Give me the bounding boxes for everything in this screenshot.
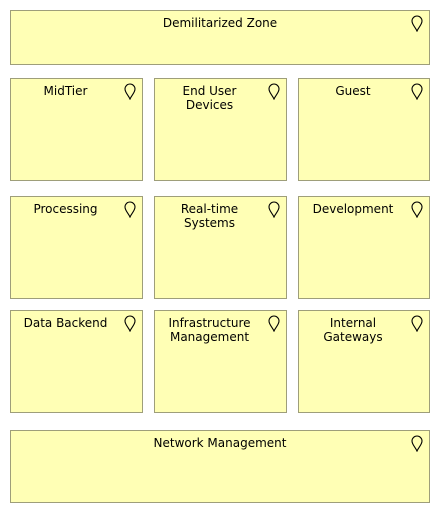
- zone-label: Infrastructure Management: [168, 316, 251, 344]
- zone-label: Guest: [335, 84, 371, 98]
- zone-demilitarized-zone[interactable]: Demilitarized Zone: [10, 10, 430, 65]
- zone-label: Network Management: [153, 436, 287, 450]
- location-pin-icon: [124, 201, 136, 218]
- zone-data-backend[interactable]: Data Backend: [10, 310, 143, 413]
- zone-end-user-devices[interactable]: End User Devices: [154, 78, 287, 181]
- zone-development[interactable]: Development: [298, 196, 430, 299]
- zone-label: Processing: [33, 202, 98, 216]
- location-pin-icon: [268, 201, 280, 218]
- zone-internal-gateways[interactable]: Internal Gateways: [298, 310, 430, 413]
- zone-label: Development: [312, 202, 394, 216]
- location-pin-icon: [411, 435, 423, 452]
- location-pin-icon: [411, 83, 423, 100]
- zone-label: End User Devices: [182, 84, 237, 112]
- zone-label: MidTier: [43, 84, 88, 98]
- zone-label: Internal Gateways: [323, 316, 383, 344]
- location-pin-icon: [411, 15, 423, 32]
- location-pin-icon: [411, 201, 423, 218]
- zone-network-management[interactable]: Network Management: [10, 430, 430, 503]
- zone-processing[interactable]: Processing: [10, 196, 143, 299]
- zone-label: Data Backend: [23, 316, 108, 330]
- location-pin-icon: [124, 315, 136, 332]
- zone-real-time-systems[interactable]: Real-time Systems: [154, 196, 287, 299]
- zone-label: Demilitarized Zone: [162, 16, 278, 30]
- location-pin-icon: [268, 83, 280, 100]
- zone-midtier[interactable]: MidTier: [10, 78, 143, 181]
- zone-infrastructure-management[interactable]: Infrastructure Management: [154, 310, 287, 413]
- zone-guest[interactable]: Guest: [298, 78, 430, 181]
- location-pin-icon: [268, 315, 280, 332]
- location-pin-icon: [124, 83, 136, 100]
- zone-label: Real-time Systems: [180, 202, 239, 230]
- location-pin-icon: [411, 315, 423, 332]
